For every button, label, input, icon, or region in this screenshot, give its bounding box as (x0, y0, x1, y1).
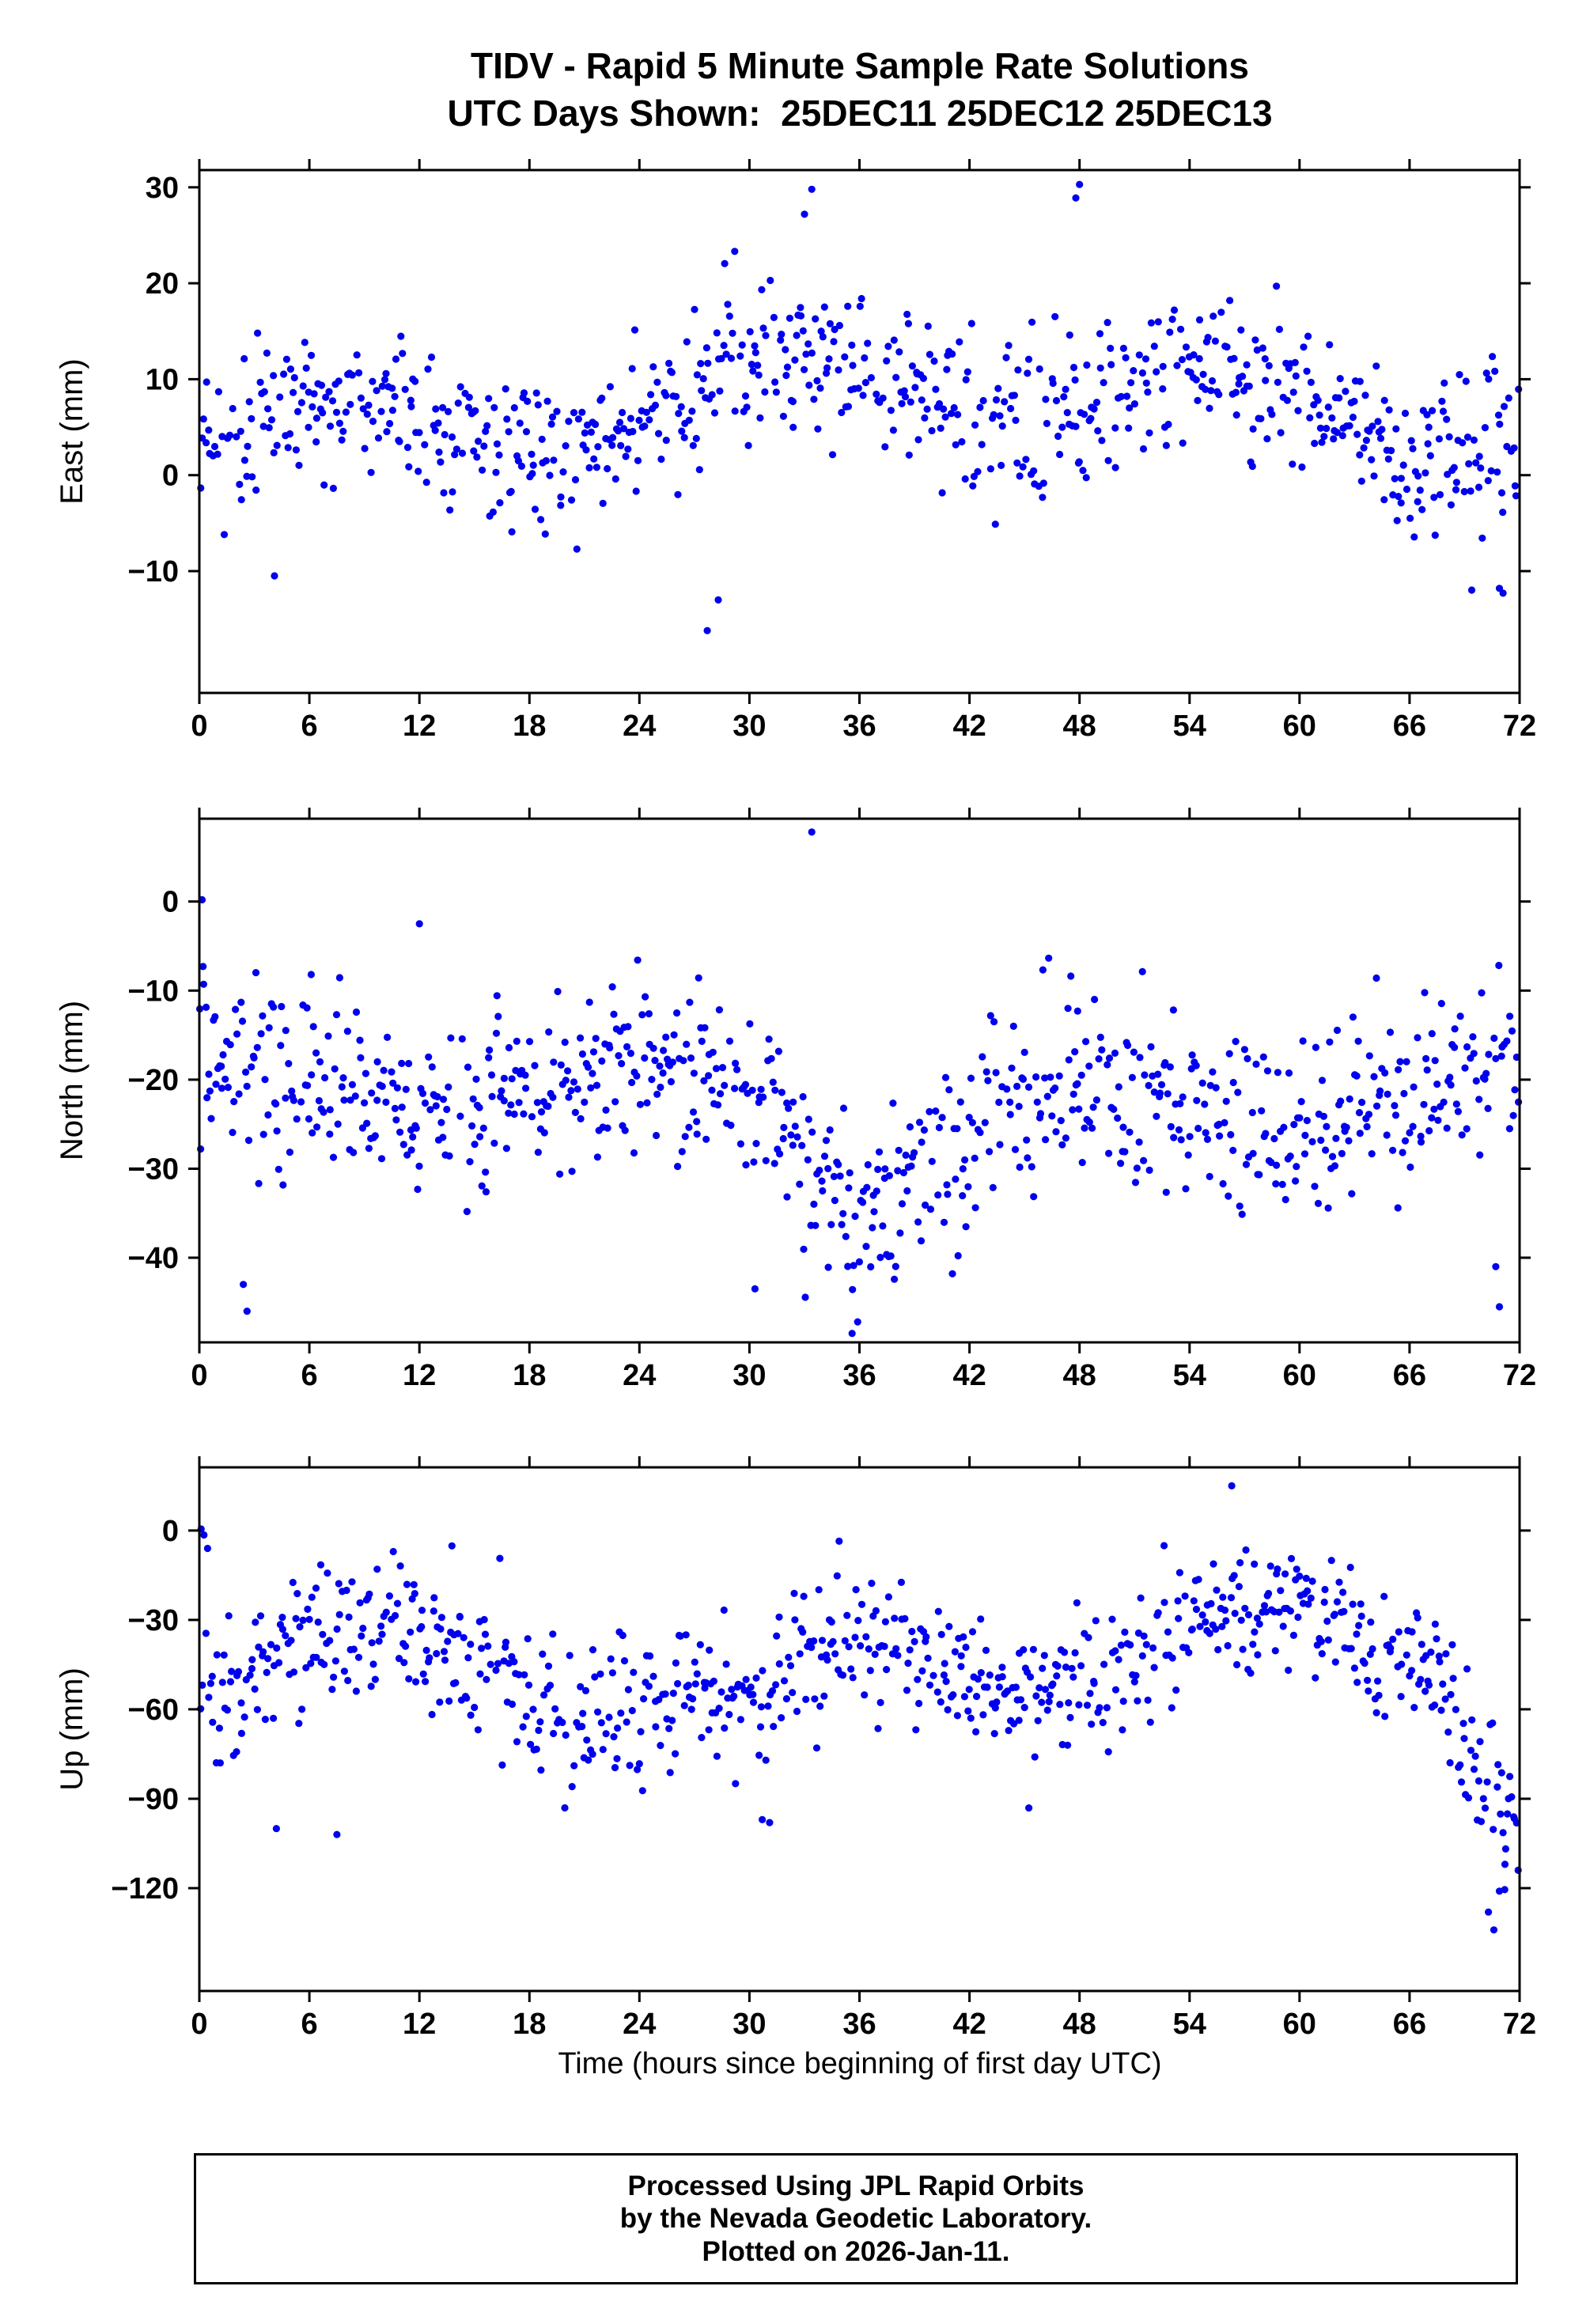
north-tick-labels: 0 6 12 18 24 30 36 42 48 54 60 66 72 −40 −30 −20 −10 0 (128, 886, 1537, 1392)
svg-text:−30: −30 (128, 1153, 179, 1187)
svg-text:−60: −60 (128, 1694, 179, 1727)
svg-text:60: 60 (1283, 1359, 1316, 1392)
svg-text:6: 6 (301, 2008, 318, 2041)
svg-text:0: 0 (162, 886, 179, 919)
up-scatter-points (197, 1482, 1522, 1934)
up-tick-labels: 0 6 12 18 24 30 36 42 48 54 60 66 72 −120 −90 −60 −30 0 (111, 1515, 1536, 2041)
svg-text:0: 0 (191, 2008, 207, 2041)
svg-text:0: 0 (162, 1515, 179, 1548)
north-axis-label: North (mm) (55, 1001, 89, 1160)
page-subtitle: UTC Days Shown: 25DEC11 25DEC12 25DEC13 (447, 93, 1273, 134)
svg-text:18: 18 (513, 1359, 546, 1392)
svg-text:66: 66 (1393, 2008, 1426, 2041)
svg-text:36: 36 (842, 1359, 876, 1392)
svg-text:42: 42 (952, 1359, 986, 1392)
x-axis-label: Time (hours since beginning of first day… (558, 2047, 1162, 2080)
footer-line-2: by the Nevada Geodetic Laboratory. (619, 2203, 1092, 2235)
svg-text:54: 54 (1173, 1359, 1206, 1392)
svg-text:−120: −120 (111, 1872, 179, 1906)
svg-text:24: 24 (623, 710, 656, 743)
svg-text:72: 72 (1503, 1359, 1536, 1392)
svg-text:−30: −30 (128, 1604, 179, 1637)
svg-text:36: 36 (842, 710, 876, 743)
svg-text:−10: −10 (128, 555, 179, 589)
svg-text:0: 0 (191, 1359, 207, 1392)
svg-text:−90: −90 (128, 1783, 179, 1816)
svg-text:30: 30 (733, 2008, 766, 2041)
svg-text:30: 30 (146, 172, 179, 205)
svg-text:66: 66 (1393, 1359, 1426, 1392)
up-axis-label: Up (mm) (55, 1667, 89, 1791)
svg-text:54: 54 (1173, 710, 1206, 743)
svg-text:48: 48 (1063, 710, 1096, 743)
svg-text:48: 48 (1063, 2008, 1096, 2041)
north-axes (188, 808, 1531, 1353)
svg-text:10: 10 (146, 363, 179, 396)
svg-text:−40: −40 (128, 1242, 179, 1275)
svg-text:12: 12 (403, 2008, 436, 2041)
svg-text:20: 20 (146, 267, 179, 301)
svg-text:60: 60 (1283, 2008, 1316, 2041)
svg-text:−20: −20 (128, 1064, 179, 1097)
north-scatter-points (195, 828, 1523, 1338)
footer-line-3: Plotted on 2026-Jan-11. (702, 2235, 1010, 2267)
svg-text:60: 60 (1283, 710, 1316, 743)
east-axis-label: East (mm) (55, 358, 89, 504)
svg-text:48: 48 (1063, 1359, 1096, 1392)
svg-text:0: 0 (162, 460, 179, 493)
svg-text:30: 30 (733, 710, 766, 743)
svg-text:12: 12 (403, 710, 436, 743)
svg-text:72: 72 (1503, 2008, 1536, 2041)
svg-text:42: 42 (952, 2008, 986, 2041)
svg-text:12: 12 (403, 1359, 436, 1392)
svg-text:42: 42 (952, 710, 986, 743)
svg-text:6: 6 (301, 710, 318, 743)
svg-text:36: 36 (842, 2008, 876, 2041)
east-axes (188, 159, 1531, 704)
page-title: TIDV - Rapid 5 Minute Sample Rate Soluti… (471, 45, 1249, 86)
svg-text:66: 66 (1393, 710, 1426, 743)
svg-text:18: 18 (513, 2008, 546, 2041)
svg-text:30: 30 (733, 1359, 766, 1392)
footer-box: Processed Using JPL Rapid Orbits by the … (194, 2153, 1518, 2284)
svg-text:0: 0 (191, 710, 207, 743)
svg-text:54: 54 (1173, 2008, 1206, 2041)
east-scatter-points (197, 180, 1523, 634)
svg-text:24: 24 (623, 1359, 656, 1392)
footer-line-1: Processed Using JPL Rapid Orbits (627, 2171, 1085, 2202)
up-axes (188, 1456, 1531, 2002)
east-tick-labels: 0 6 12 18 24 30 36 42 48 54 60 66 72 −10 0 10 20 30 (128, 172, 1537, 743)
svg-text:−10: −10 (128, 975, 179, 1008)
svg-text:18: 18 (513, 710, 546, 743)
svg-text:72: 72 (1503, 710, 1536, 743)
svg-text:6: 6 (301, 1359, 318, 1392)
svg-text:24: 24 (623, 2008, 656, 2041)
